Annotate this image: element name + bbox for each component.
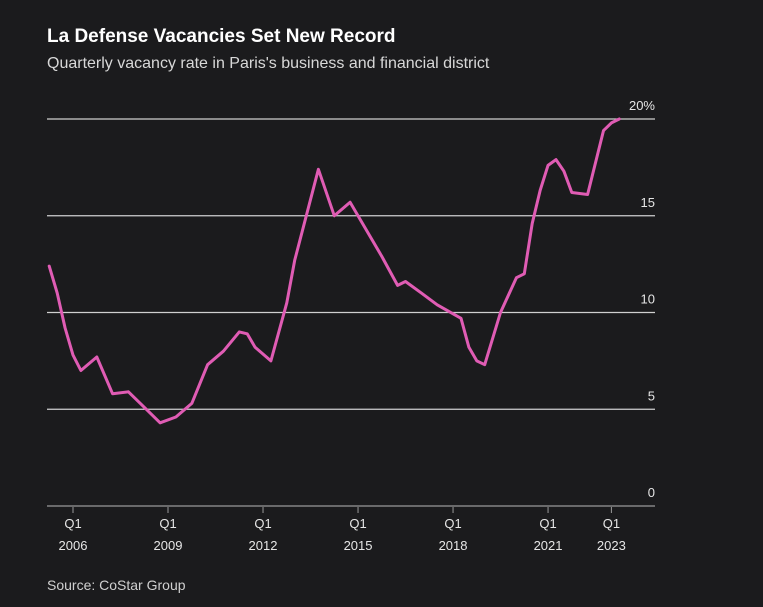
x-tick-year: 2018	[439, 538, 468, 553]
x-tick-quarter: Q1	[349, 516, 366, 531]
chart-title: La Defense Vacancies Set New Record	[47, 26, 396, 47]
x-tick-quarter: Q1	[64, 516, 81, 531]
x-tick-quarter: Q1	[539, 516, 556, 531]
chart-source: Source: CoStar Group	[47, 577, 186, 593]
series-line-vacancy-rate	[47, 117, 621, 425]
x-tick-quarter: Q1	[254, 516, 271, 531]
x-tick-quarter: Q1	[603, 516, 620, 531]
chart-subtitle: Quarterly vacancy rate in Paris's busine…	[47, 55, 490, 72]
x-tick-year: 2021	[534, 538, 563, 553]
y-tick-label: 20%	[629, 98, 655, 113]
y-tick-label: 15	[641, 195, 655, 210]
y-tick-label: 0	[648, 485, 655, 500]
x-tick-quarter: Q1	[159, 516, 176, 531]
y-tick-label: 5	[648, 388, 655, 403]
x-tick-year: 2012	[249, 538, 278, 553]
x-tick-year: 2009	[154, 538, 183, 553]
x-tick-year: 2023	[597, 538, 626, 553]
x-tick-quarter: Q1	[444, 516, 461, 531]
x-tick-year: 2006	[59, 538, 88, 553]
y-tick-label: 10	[641, 292, 655, 307]
x-tick-year: 2015	[344, 538, 373, 553]
